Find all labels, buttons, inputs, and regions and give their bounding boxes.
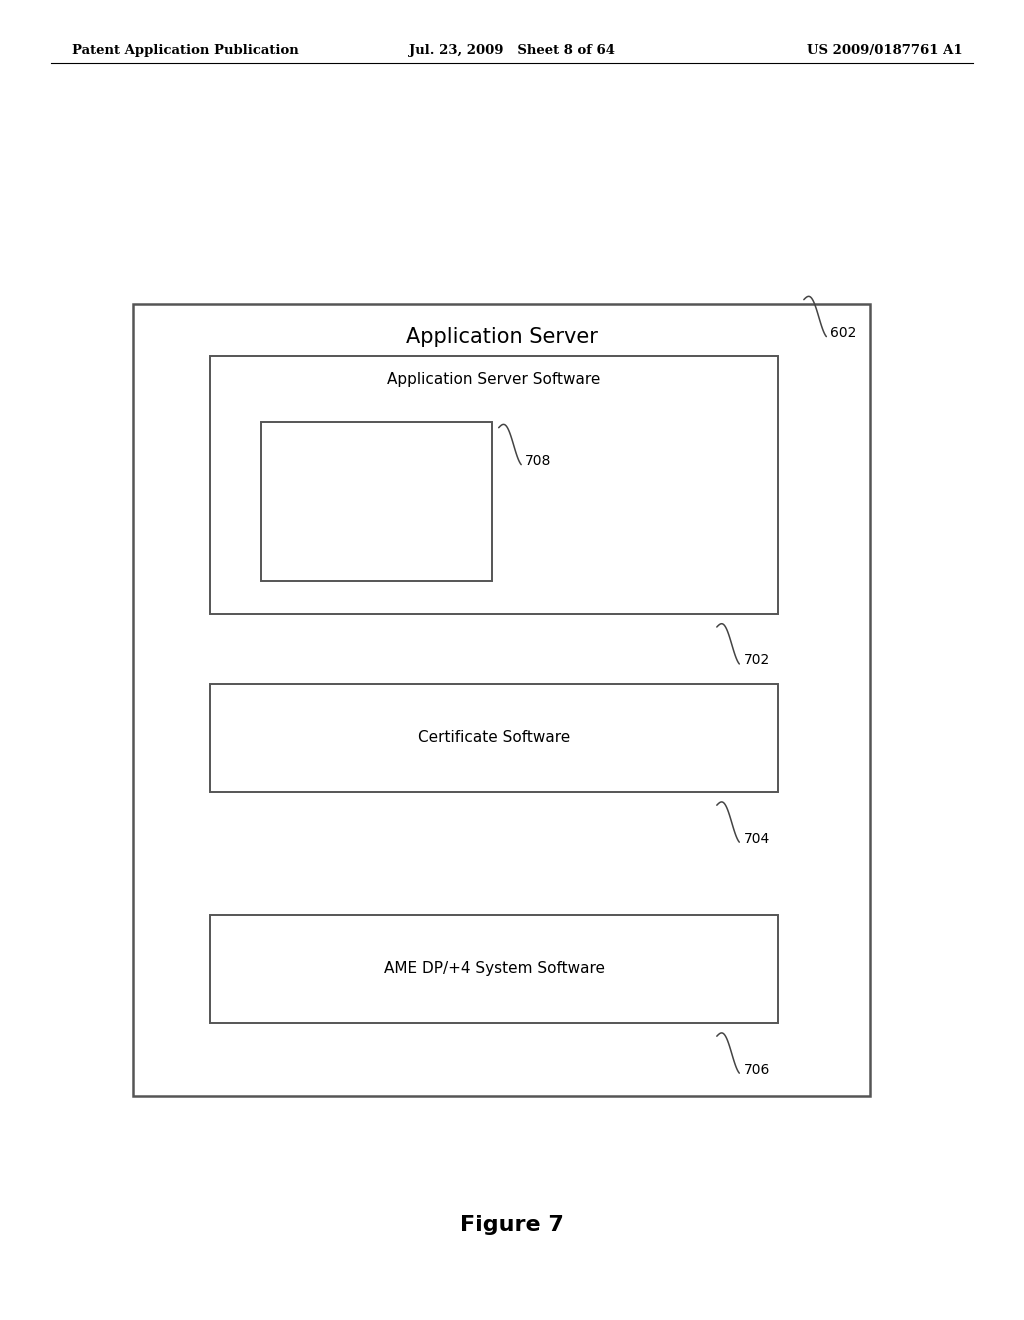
Text: Jul. 23, 2009   Sheet 8 of 64: Jul. 23, 2009 Sheet 8 of 64 — [409, 44, 615, 57]
Bar — [210, 684, 778, 792]
Text: AME DP/+4 System Software: AME DP/+4 System Software — [384, 961, 604, 977]
Text: Certificate Software: Certificate Software — [418, 730, 570, 746]
Text: Application Server: Application Server — [406, 327, 598, 347]
Bar — [133, 304, 870, 1096]
Text: Application Server Software: Application Server Software — [387, 372, 601, 387]
Bar — [261, 422, 492, 581]
Text: US 2009/0187761 A1: US 2009/0187761 A1 — [807, 44, 963, 57]
Bar — [210, 915, 778, 1023]
Text: 702: 702 — [743, 653, 770, 668]
Text: Account Number
Generator Software: Account Number Generator Software — [301, 484, 452, 519]
Text: 706: 706 — [743, 1063, 770, 1077]
Bar — [210, 356, 778, 614]
Text: Patent Application Publication: Patent Application Publication — [72, 44, 298, 57]
Text: 602: 602 — [830, 326, 857, 341]
Text: 708: 708 — [525, 454, 552, 469]
Text: 704: 704 — [743, 832, 770, 846]
Text: Figure 7: Figure 7 — [460, 1214, 564, 1236]
